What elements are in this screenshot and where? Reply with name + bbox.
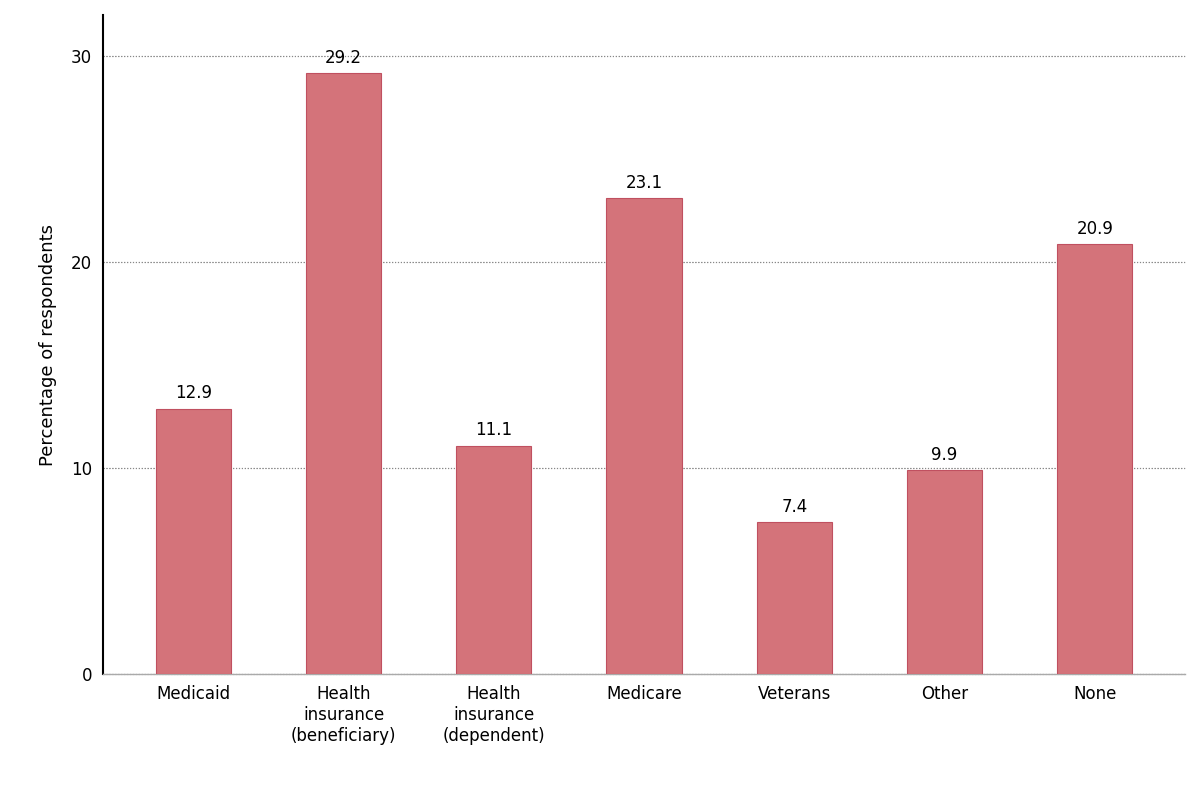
- Text: 11.1: 11.1: [475, 422, 512, 439]
- Text: 7.4: 7.4: [781, 498, 808, 516]
- Bar: [456, 446, 532, 674]
- Bar: [757, 522, 832, 674]
- Bar: [907, 470, 982, 674]
- Text: 20.9: 20.9: [1076, 219, 1114, 238]
- Text: 9.9: 9.9: [931, 446, 958, 464]
- Text: 23.1: 23.1: [625, 174, 662, 192]
- Bar: [156, 409, 230, 674]
- Bar: [306, 73, 382, 674]
- Y-axis label: Percentage of respondents: Percentage of respondents: [38, 224, 58, 466]
- Bar: [1057, 244, 1133, 674]
- Bar: [606, 198, 682, 674]
- Text: 12.9: 12.9: [175, 384, 211, 402]
- Text: 29.2: 29.2: [325, 49, 362, 66]
